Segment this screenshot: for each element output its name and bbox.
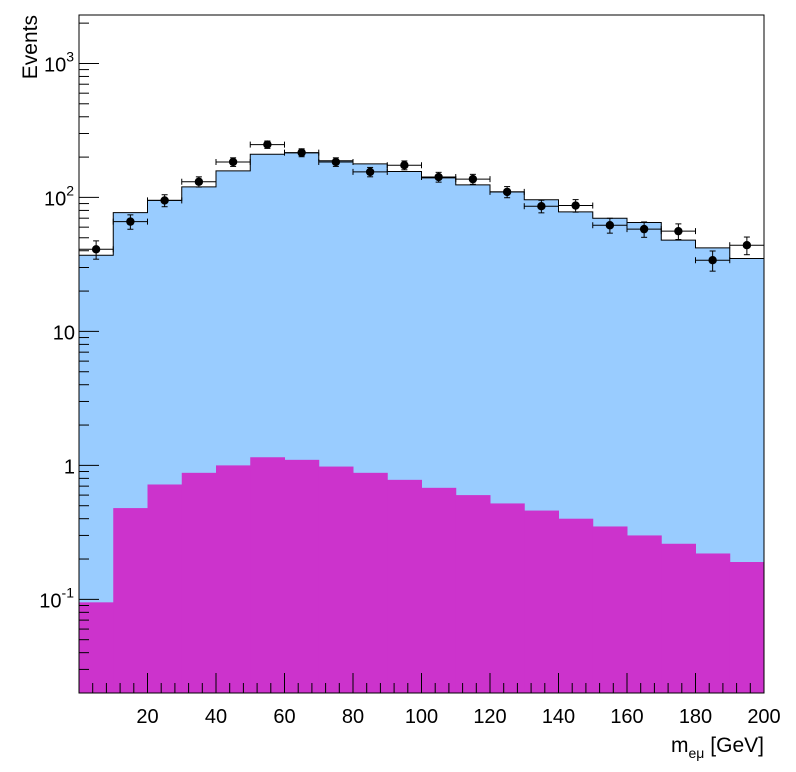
y-tick-base: 10	[44, 188, 66, 210]
data-point	[558, 199, 594, 213]
data-marker	[263, 140, 272, 149]
data-point	[215, 157, 251, 167]
data-point	[455, 173, 491, 185]
signal-bar	[147, 484, 183, 693]
data-point	[181, 176, 217, 188]
data-marker	[537, 202, 546, 211]
data-marker	[297, 148, 306, 157]
x-tick-label: 160	[610, 706, 643, 728]
x-tick-label: 140	[542, 706, 575, 728]
signal-bar	[250, 457, 285, 693]
y-tick-exponent: 2	[66, 182, 74, 198]
x-axis: 20 40 60 80 100 120 140 160 180 200	[92, 673, 781, 728]
data-point	[147, 194, 183, 208]
y-axis-title: Events	[19, 15, 42, 79]
signal-bar	[353, 472, 388, 693]
data-marker	[468, 174, 478, 184]
data-point	[592, 217, 628, 234]
signal-bar	[524, 510, 559, 693]
y-tick-label: 10	[53, 322, 75, 344]
data-point	[318, 157, 354, 167]
data-marker	[571, 201, 580, 210]
signal-bar	[558, 518, 594, 693]
data-marker	[742, 241, 752, 250]
x-tick-label: 120	[473, 706, 506, 728]
x-tick-label: 20	[136, 706, 158, 728]
signal-bar	[113, 508, 148, 693]
x-tick-label: 80	[342, 706, 364, 728]
x-axis-title-subscript: eμ	[688, 745, 704, 761]
data-point	[489, 186, 525, 199]
data-marker	[400, 161, 409, 170]
data-point	[249, 140, 285, 149]
data-marker	[605, 221, 615, 230]
data-marker	[674, 226, 683, 236]
y-tick-exponent: 3	[66, 48, 74, 64]
data-point	[112, 214, 148, 230]
data-marker	[91, 245, 101, 254]
data-marker	[126, 217, 135, 226]
y-tick-label: 103	[44, 48, 74, 76]
y-tick-base: 10	[44, 54, 66, 76]
data-marker	[331, 157, 341, 167]
x-axis-title: meμ [GeV]	[671, 734, 764, 761]
signal-bar	[181, 472, 217, 693]
data-point	[78, 240, 114, 260]
x-tick-label: 60	[273, 706, 295, 728]
signal-bar	[455, 495, 491, 693]
signal-bar	[284, 459, 320, 693]
signal-bar	[695, 553, 731, 693]
y-tick-label: 1	[64, 456, 75, 478]
x-axis-title-main: m	[671, 734, 689, 757]
signal-bar	[387, 479, 422, 693]
data-point	[284, 148, 320, 158]
data-point	[729, 236, 765, 256]
x-tick-label: 100	[405, 706, 438, 728]
y-tick-exponent: -1	[62, 584, 75, 600]
signal-bar	[79, 602, 114, 693]
y-tick-base: 10	[39, 590, 61, 612]
data-marker	[708, 256, 717, 265]
y-tick-label: 102	[44, 182, 74, 210]
data-point	[626, 221, 662, 238]
data-marker	[639, 224, 649, 234]
data-marker	[194, 177, 204, 186]
data-point	[352, 166, 388, 178]
x-tick-label: 40	[205, 706, 227, 728]
data-marker	[228, 157, 238, 167]
data-marker	[502, 187, 512, 197]
signal-bar	[729, 562, 765, 693]
x-tick-label: 200	[747, 706, 780, 728]
x-tick-label: 180	[679, 706, 712, 728]
x-axis-title-unit: [GeV]	[710, 734, 764, 757]
signal-bar	[661, 543, 696, 693]
data-marker	[434, 172, 443, 182]
signal-bar	[627, 535, 662, 693]
data-marker	[365, 167, 375, 177]
data-marker	[160, 196, 169, 205]
signal-bar	[216, 465, 251, 693]
signal-bar	[421, 487, 457, 693]
signal-bar	[490, 503, 525, 693]
y-tick-label: 10-1	[39, 584, 74, 612]
signal-bar	[592, 526, 628, 693]
signal-bar	[318, 466, 354, 693]
data-point	[660, 223, 696, 241]
plot-area	[78, 140, 765, 694]
data-point	[695, 250, 731, 272]
data-point	[386, 160, 422, 171]
